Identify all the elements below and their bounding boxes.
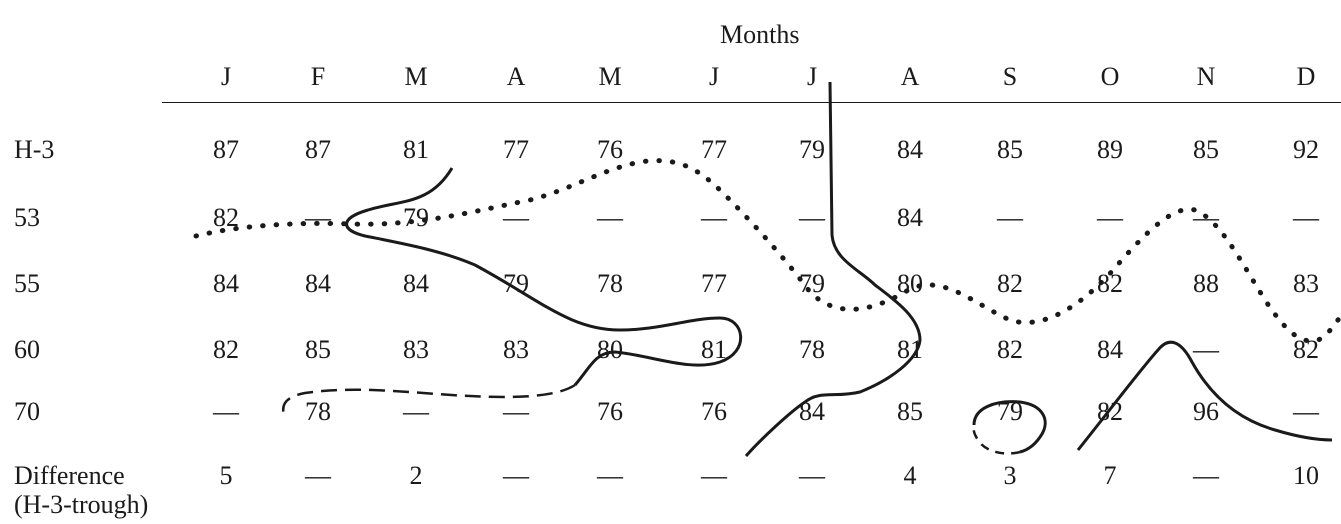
table-cell: —	[799, 203, 825, 232]
month-header: S	[1002, 62, 1018, 91]
table-cell: —	[1293, 397, 1319, 426]
table-cell: —	[305, 203, 331, 232]
table-cell: 83	[403, 335, 429, 364]
row-label-sub: (H-3-trough)	[14, 490, 149, 519]
month-header: M	[404, 62, 428, 91]
table-cell: 77	[701, 269, 727, 298]
month-header: J	[220, 62, 232, 91]
table-cell: 79	[799, 135, 825, 164]
table-cell: 84	[897, 135, 923, 164]
table-cell: 85	[1193, 135, 1219, 164]
dotted-contour	[193, 158, 1341, 344]
table-cell: 3	[1003, 461, 1017, 490]
table-cell: 77	[503, 135, 529, 164]
table-cell: 80	[897, 269, 923, 298]
table-cell: 77	[701, 135, 727, 164]
table-cell: —	[503, 397, 529, 426]
table-cell: —	[1193, 335, 1219, 364]
table-cell: 4	[903, 461, 917, 490]
table-cell: 84	[403, 269, 429, 298]
row-label: 60	[14, 335, 40, 364]
table-cell: 10	[1293, 461, 1319, 490]
month-header: O	[1100, 62, 1120, 91]
table-cell: 76	[597, 397, 623, 426]
table-cell: —	[1097, 203, 1123, 232]
row-label: H-3	[14, 135, 55, 164]
table-cell: 96	[1193, 397, 1219, 426]
table-cell: 2	[409, 461, 423, 490]
solid-contour-west	[345, 167, 743, 386]
table-cell: —	[503, 203, 529, 232]
row-label: Difference	[14, 461, 125, 490]
table-cell: —	[213, 397, 239, 426]
row-label: 53	[14, 203, 40, 232]
header-title: Months	[720, 20, 800, 49]
row-label: 70	[14, 397, 40, 426]
table-cell: 85	[305, 335, 331, 364]
solid-contour-central	[744, 81, 922, 457]
table-cell: 79	[799, 269, 825, 298]
table-cell: —	[997, 203, 1023, 232]
table-cell: 76	[597, 135, 623, 164]
table-cell: —	[305, 461, 331, 490]
header-rule	[162, 102, 1341, 103]
row-label: 55	[14, 269, 40, 298]
table-cell: 82	[997, 269, 1023, 298]
table-cell: 89	[1097, 135, 1123, 164]
table-cell: 78	[597, 269, 623, 298]
table-cell: 82	[997, 335, 1023, 364]
table-cell: 78	[799, 335, 825, 364]
table-cell: 88	[1193, 269, 1219, 298]
table-cell: —	[701, 461, 727, 490]
table-cell: 82	[213, 335, 239, 364]
table-cell: —	[1193, 461, 1219, 490]
table-cell: 85	[997, 135, 1023, 164]
table-cell: —	[403, 397, 429, 426]
table-cell: 92	[1293, 135, 1319, 164]
table-cell: 7	[1103, 461, 1117, 490]
table-cell: —	[799, 461, 825, 490]
month-header: A	[900, 62, 920, 91]
table-cell: 84	[213, 269, 239, 298]
month-header: J	[708, 62, 720, 91]
table-cell: 87	[213, 135, 239, 164]
table-cell: 84	[305, 269, 331, 298]
solid-contour-september	[972, 400, 1047, 454]
table-cell: 83	[503, 335, 529, 364]
table-cell: —	[701, 203, 727, 232]
month-header: F	[310, 62, 326, 91]
table-cell: 76	[701, 397, 727, 426]
month-header: D	[1296, 62, 1316, 91]
table-cell: 81	[701, 335, 727, 364]
month-header: M	[598, 62, 622, 91]
table-cell: 79	[403, 203, 429, 232]
dashed-contour-west	[281, 383, 576, 419]
table-cell: 81	[403, 135, 429, 164]
table-cell: —	[597, 461, 623, 490]
dashed-contour-september	[972, 424, 1021, 455]
table-cell: 85	[897, 397, 923, 426]
table-cell: —	[1293, 203, 1319, 232]
solid-contour-east	[1076, 340, 1333, 451]
table-cell: 80	[597, 335, 623, 364]
table-cell: 5	[219, 461, 233, 490]
table-cell: 84	[1097, 335, 1123, 364]
month-header: J	[806, 62, 818, 91]
table-cell: 83	[1293, 269, 1319, 298]
table-cell: —	[597, 203, 623, 232]
month-header: A	[506, 62, 526, 91]
table-cell: —	[503, 461, 529, 490]
month-header: N	[1196, 62, 1216, 91]
table-cell: 84	[897, 203, 923, 232]
table-cell: 87	[305, 135, 331, 164]
table-cell: 78	[305, 397, 331, 426]
